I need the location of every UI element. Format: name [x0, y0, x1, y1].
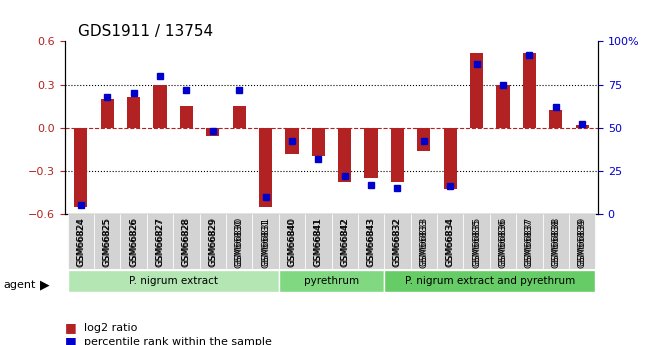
Text: GSM66826: GSM66826 — [129, 218, 138, 267]
Text: GSM66829: GSM66829 — [208, 218, 217, 267]
Text: ■: ■ — [65, 321, 77, 334]
Bar — [391, 128, 404, 182]
Text: GSM66840: GSM66840 — [287, 217, 296, 266]
Text: GSM66838: GSM66838 — [551, 217, 560, 266]
Text: GSM66839: GSM66839 — [578, 218, 587, 268]
Text: GSM66826: GSM66826 — [129, 217, 138, 266]
Bar — [233, 106, 246, 128]
Text: GSM66843: GSM66843 — [367, 217, 376, 266]
Bar — [259, 128, 272, 207]
FancyBboxPatch shape — [226, 214, 252, 269]
Bar — [101, 99, 114, 128]
Text: GSM66825: GSM66825 — [103, 218, 112, 267]
FancyBboxPatch shape — [569, 214, 595, 269]
Text: GSM66829: GSM66829 — [208, 217, 217, 266]
FancyBboxPatch shape — [252, 214, 279, 269]
Text: percentile rank within the sample: percentile rank within the sample — [84, 337, 272, 345]
Bar — [575, 125, 589, 128]
Text: GSM66830: GSM66830 — [235, 217, 244, 266]
Text: GSM66827: GSM66827 — [155, 218, 164, 267]
Text: GSM66840: GSM66840 — [287, 218, 296, 267]
Text: GSM66831: GSM66831 — [261, 218, 270, 268]
Text: pyrethrum: pyrethrum — [304, 276, 359, 286]
Bar — [470, 53, 483, 128]
Text: GSM66827: GSM66827 — [155, 217, 164, 266]
FancyBboxPatch shape — [384, 214, 411, 269]
FancyBboxPatch shape — [94, 214, 120, 269]
Text: GSM66841: GSM66841 — [314, 218, 323, 267]
FancyBboxPatch shape — [173, 214, 200, 269]
Text: agent: agent — [3, 280, 36, 289]
Bar — [180, 106, 193, 128]
Bar — [338, 128, 351, 182]
Bar — [523, 53, 536, 128]
Bar — [206, 128, 219, 136]
Text: GSM66841: GSM66841 — [314, 217, 323, 266]
FancyBboxPatch shape — [147, 214, 173, 269]
Text: GSM66834: GSM66834 — [446, 217, 455, 266]
Text: GSM66832: GSM66832 — [393, 217, 402, 266]
Text: GSM66843: GSM66843 — [367, 218, 376, 267]
Text: GSM66828: GSM66828 — [182, 218, 191, 267]
FancyBboxPatch shape — [358, 214, 384, 269]
Bar — [444, 128, 457, 189]
Text: GSM66842: GSM66842 — [340, 217, 349, 266]
Text: GSM66833: GSM66833 — [419, 217, 428, 266]
FancyBboxPatch shape — [384, 270, 595, 292]
FancyBboxPatch shape — [68, 214, 94, 269]
FancyBboxPatch shape — [200, 214, 226, 269]
Text: P. nigrum extract: P. nigrum extract — [129, 276, 218, 286]
FancyBboxPatch shape — [279, 270, 384, 292]
Bar — [153, 85, 166, 128]
Text: ▶: ▶ — [40, 278, 50, 291]
Text: GSM66825: GSM66825 — [103, 217, 112, 266]
FancyBboxPatch shape — [437, 214, 463, 269]
Text: GSM66835: GSM66835 — [472, 217, 481, 266]
Text: P. nigrum extract and pyrethrum: P. nigrum extract and pyrethrum — [405, 276, 575, 286]
Text: GSM66838: GSM66838 — [551, 218, 560, 268]
FancyBboxPatch shape — [516, 214, 543, 269]
FancyBboxPatch shape — [332, 214, 358, 269]
Text: GSM66824: GSM66824 — [76, 218, 85, 267]
Bar — [549, 110, 562, 128]
FancyBboxPatch shape — [543, 214, 569, 269]
Text: GSM66842: GSM66842 — [340, 218, 349, 267]
FancyBboxPatch shape — [411, 214, 437, 269]
Text: GSM66836: GSM66836 — [499, 217, 508, 266]
Bar — [365, 128, 378, 178]
Bar — [285, 128, 298, 154]
Bar — [417, 128, 430, 151]
FancyBboxPatch shape — [120, 214, 147, 269]
Text: GSM66830: GSM66830 — [235, 218, 244, 268]
Text: GSM66835: GSM66835 — [472, 218, 481, 268]
FancyBboxPatch shape — [68, 270, 279, 292]
Text: GSM66824: GSM66824 — [76, 217, 85, 266]
Text: GSM66832: GSM66832 — [393, 218, 402, 267]
Text: GSM66834: GSM66834 — [446, 218, 455, 267]
Text: ■: ■ — [65, 335, 77, 345]
Text: log2 ratio: log2 ratio — [84, 323, 138, 333]
Text: GSM66833: GSM66833 — [419, 218, 428, 268]
Text: GSM66828: GSM66828 — [182, 217, 191, 266]
Text: GSM66837: GSM66837 — [525, 217, 534, 266]
Text: GSM66837: GSM66837 — [525, 218, 534, 268]
FancyBboxPatch shape — [279, 214, 305, 269]
Bar — [497, 85, 510, 128]
Bar — [74, 128, 88, 207]
Bar — [127, 97, 140, 128]
FancyBboxPatch shape — [463, 214, 490, 269]
FancyBboxPatch shape — [490, 214, 516, 269]
FancyBboxPatch shape — [305, 214, 332, 269]
Text: GSM66839: GSM66839 — [578, 217, 587, 266]
Bar — [312, 128, 325, 156]
Text: GSM66836: GSM66836 — [499, 218, 508, 268]
Text: GDS1911 / 13754: GDS1911 / 13754 — [78, 24, 213, 39]
Text: GSM66831: GSM66831 — [261, 217, 270, 266]
